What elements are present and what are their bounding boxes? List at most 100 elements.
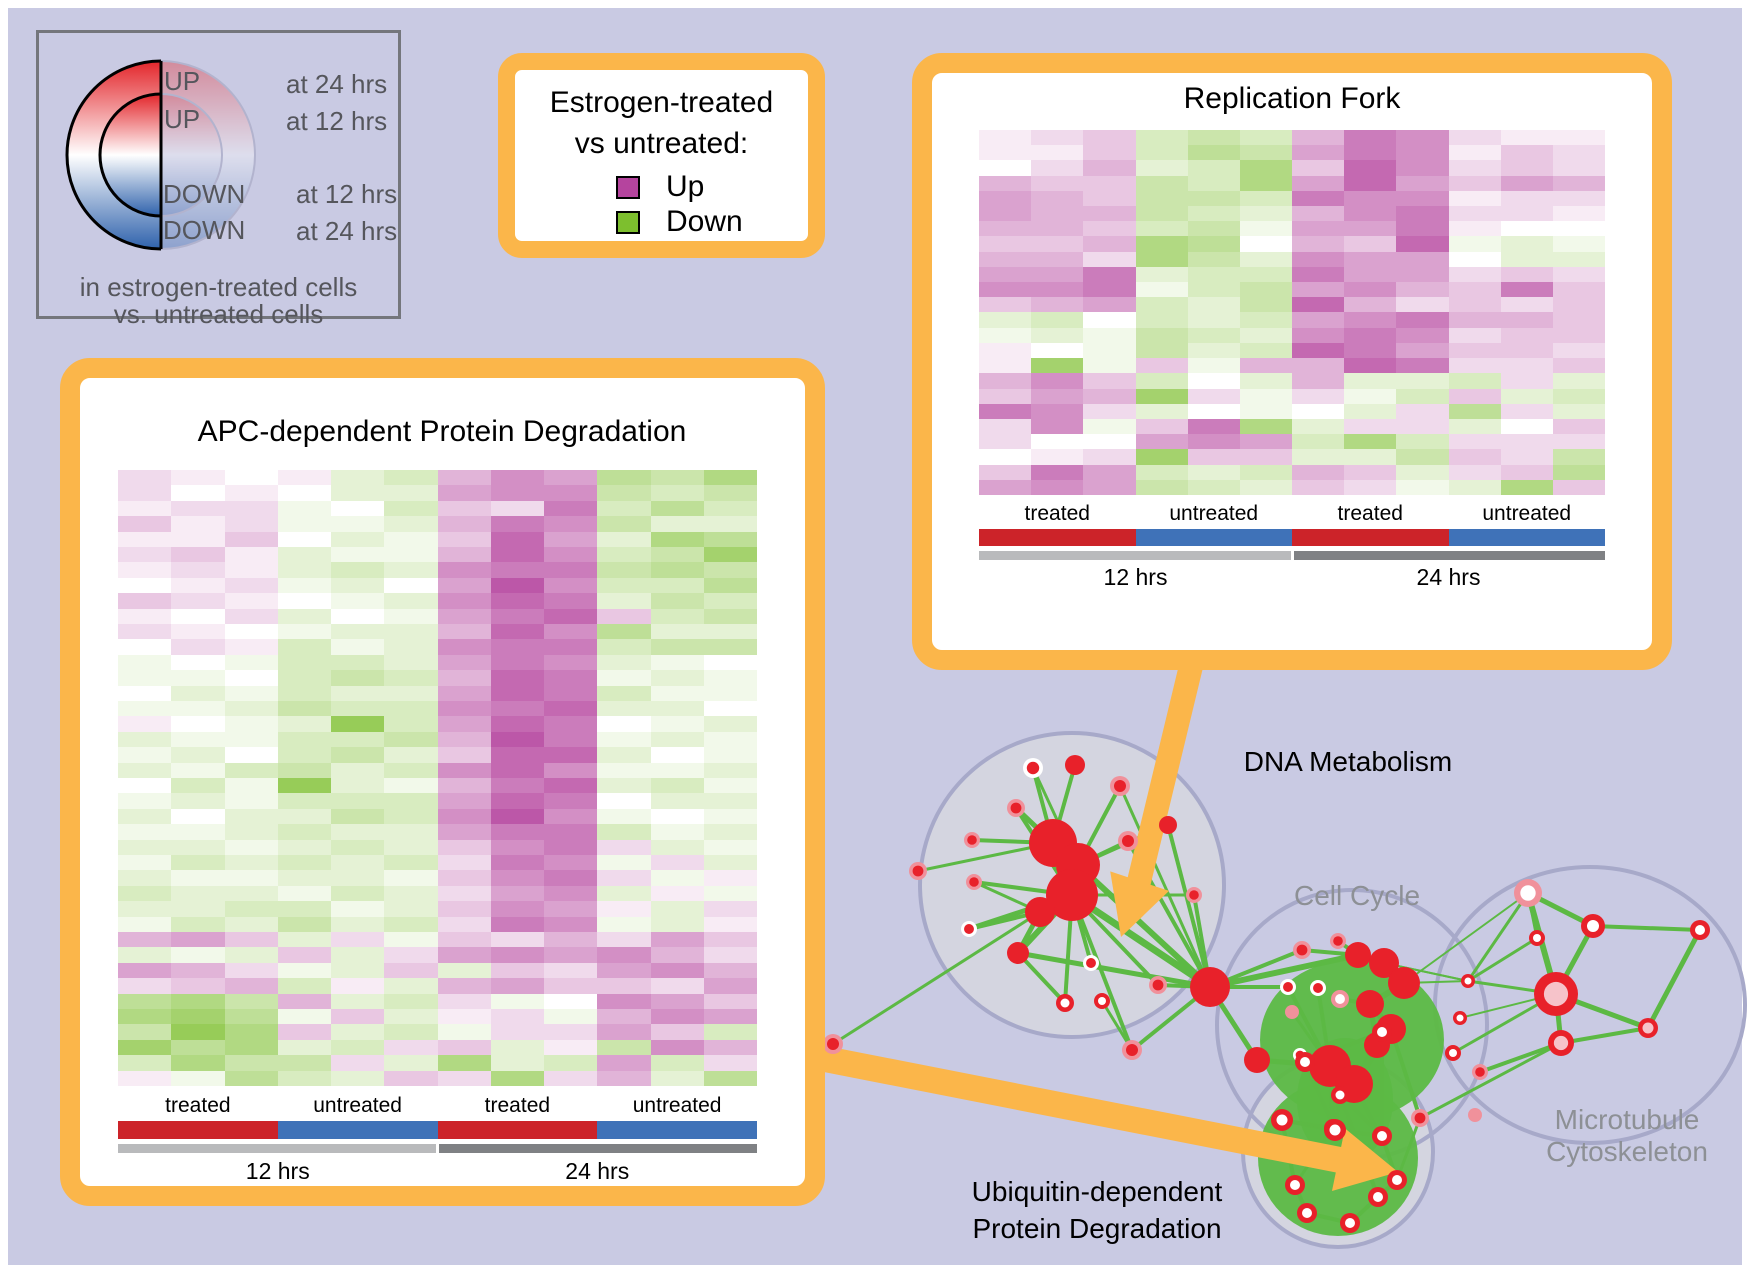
heatmap-cell xyxy=(1552,145,1605,161)
heatmap-cell xyxy=(1552,130,1605,146)
heatmap-cell xyxy=(650,516,704,532)
heatmap-cell xyxy=(1500,175,1553,191)
heatmap-cell xyxy=(650,901,704,917)
heatmap-cell xyxy=(437,993,491,1009)
ring-legend-up24-time: at 24 hrs xyxy=(286,69,388,99)
heatmap-cell xyxy=(544,608,598,624)
heatmap-cell xyxy=(544,993,598,1009)
heatmap-cell xyxy=(1187,418,1240,435)
dna-metabolism-label: DNA Metabolism xyxy=(1243,746,1453,777)
heatmap-cell xyxy=(597,916,651,932)
heatmap-cell xyxy=(277,1024,331,1040)
heatmap-cell xyxy=(650,546,704,563)
heatmap-cell xyxy=(224,777,278,794)
heatmap-cell xyxy=(1552,388,1605,404)
heatmap-cell xyxy=(437,623,491,640)
heatmap-cell xyxy=(1135,312,1188,328)
heatmap-cell xyxy=(384,762,438,778)
heatmap-cell xyxy=(331,762,385,778)
heatmap-cell xyxy=(1187,266,1240,283)
heatmap-cell xyxy=(277,793,331,809)
heatmap-cell xyxy=(118,885,172,902)
heatmap-cell xyxy=(1552,221,1605,237)
heatmap-cell xyxy=(1500,145,1553,161)
heatmap-cell xyxy=(1083,266,1136,283)
heatmap-cell xyxy=(331,978,385,994)
heatmap-cell xyxy=(437,885,491,902)
heatmap-cell xyxy=(384,978,438,994)
heatmap-cell xyxy=(544,531,598,547)
heatmap-cell xyxy=(437,962,491,979)
heatmap-cell xyxy=(979,312,1032,328)
heatmap-cell xyxy=(1500,266,1553,283)
heatmap-cell xyxy=(171,670,225,686)
heatmap-cell xyxy=(544,654,598,671)
heatmap-cell xyxy=(597,1070,651,1086)
heatmap-cell xyxy=(1239,358,1292,374)
heatmap-cell xyxy=(118,993,172,1009)
heatmap-cell xyxy=(1552,266,1605,283)
heatmap-cell xyxy=(331,916,385,932)
heatmap-cell xyxy=(1031,130,1084,146)
heatmap-cell xyxy=(1031,175,1084,191)
heatmap-cell xyxy=(1448,434,1501,450)
heatmap-cell xyxy=(490,1055,544,1071)
heatmap-cell xyxy=(224,1070,278,1086)
heatmap-cell xyxy=(171,1039,225,1056)
heatmap-cell xyxy=(1292,251,1345,267)
heatmap-cell xyxy=(331,654,385,671)
heatmap-cell xyxy=(437,485,491,501)
heatmap-cell xyxy=(1500,160,1553,176)
heatmap-cell xyxy=(118,700,172,717)
heatmap-cell xyxy=(1500,373,1553,389)
heatmap-cell xyxy=(1500,479,1553,495)
heatmap-cell xyxy=(277,839,331,855)
heatmap-cell xyxy=(979,206,1032,222)
heatmap-cell xyxy=(597,716,651,732)
heatmap-cell xyxy=(1292,282,1345,298)
heatmap-cell xyxy=(1552,190,1605,207)
ring-legend-down12-word: DOWN xyxy=(163,179,246,209)
heatmap-cell xyxy=(1500,236,1553,252)
heatmap-cell xyxy=(277,577,331,594)
heatmap-cell xyxy=(544,470,598,486)
heatmap-cell xyxy=(437,747,491,763)
heatmap-cell xyxy=(384,808,438,825)
heatmap-cell xyxy=(384,731,438,748)
heatmap-cell xyxy=(490,777,544,794)
heatmap-cell xyxy=(1292,206,1345,222)
hr24-bar xyxy=(439,1144,757,1153)
heatmap-cell xyxy=(224,962,278,979)
heatmap-cell xyxy=(384,1024,438,1040)
heatmap-cell xyxy=(118,470,172,486)
heatmap-cell xyxy=(1187,297,1240,313)
heatmap-cell xyxy=(544,870,598,886)
heatmap-cell xyxy=(1187,312,1240,328)
legend-item-down: Down xyxy=(616,205,743,239)
heatmap-cell xyxy=(1396,145,1449,161)
heatmap-cell xyxy=(544,546,598,563)
heatmap-cell xyxy=(703,500,757,517)
heatmap-cell xyxy=(544,916,598,932)
heatmap-cell xyxy=(437,670,491,686)
heatmap-cell xyxy=(979,190,1032,207)
heatmap-cell xyxy=(331,854,385,871)
heatmap-cell xyxy=(224,747,278,763)
heatmap-cell xyxy=(331,500,385,517)
heatmap-cell xyxy=(331,485,385,501)
heatmap-cell xyxy=(1292,266,1345,283)
untreated-bar xyxy=(1448,529,1605,546)
heatmap-cell xyxy=(331,593,385,609)
heatmap-cell xyxy=(1344,145,1397,161)
heatmap-cell xyxy=(490,808,544,825)
heatmap-cell xyxy=(490,762,544,778)
heatmap-cell xyxy=(1344,190,1397,207)
heatmap-cell xyxy=(118,654,172,671)
heatmap-cell xyxy=(384,777,438,794)
heatmap-cell xyxy=(277,593,331,609)
heatmap-cell xyxy=(171,531,225,547)
heatmap-cell xyxy=(1187,358,1240,374)
heatmap-cell xyxy=(1187,206,1240,222)
heatmap-cell xyxy=(118,1070,172,1086)
treated-bar xyxy=(118,1121,278,1139)
